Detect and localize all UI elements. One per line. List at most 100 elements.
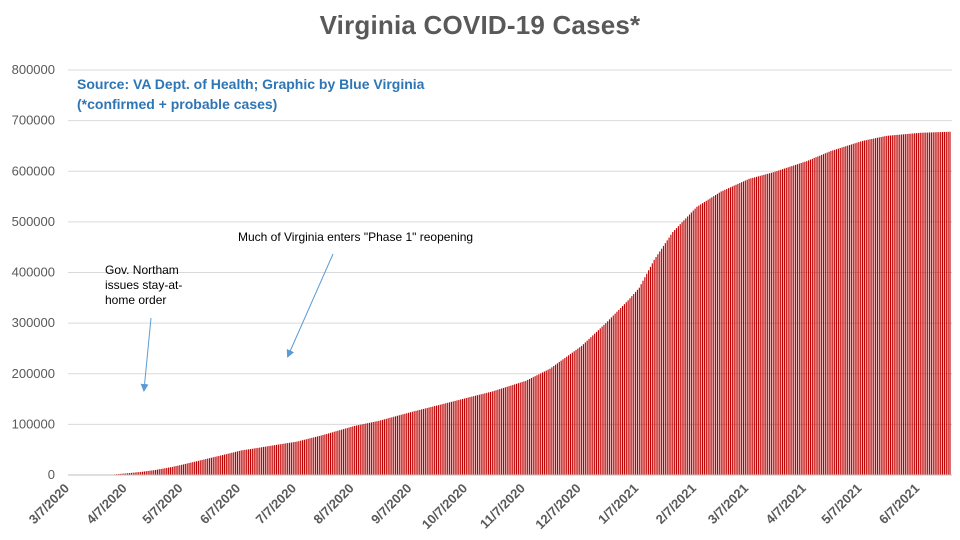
- bar: [352, 426, 354, 475]
- bar: [525, 380, 527, 475]
- bar: [415, 410, 417, 475]
- bar: [549, 368, 551, 475]
- bar: [287, 443, 289, 475]
- x-tick-label: 3/7/2020: [26, 481, 72, 527]
- bar: [612, 315, 614, 475]
- bar: [162, 468, 164, 475]
- bar: [815, 157, 817, 476]
- bar: [809, 159, 812, 475]
- bar: [813, 158, 815, 475]
- bar: [169, 467, 172, 475]
- bar: [261, 447, 263, 475]
- bar: [331, 432, 333, 475]
- bar: [677, 226, 679, 475]
- annotation-stay-at-home-arrow: [140, 317, 152, 392]
- bar: [884, 136, 886, 475]
- x-tick-label: 11/7/2020: [477, 481, 528, 532]
- bar: [149, 470, 151, 475]
- bar: [711, 197, 713, 475]
- source-note-line-2: (*confirmed + probable cases): [77, 96, 277, 112]
- bar: [748, 178, 750, 475]
- bar: [119, 473, 121, 475]
- bar: [402, 414, 404, 475]
- bar: [233, 452, 235, 475]
- bar: [735, 184, 737, 475]
- bar: [441, 404, 443, 475]
- bar: [776, 171, 778, 475]
- bar: [878, 137, 880, 475]
- bar: [642, 280, 644, 475]
- bar: [428, 407, 430, 475]
- bar: [848, 145, 851, 476]
- bar: [482, 393, 484, 475]
- bar: [709, 198, 711, 475]
- bar: [928, 132, 931, 475]
- y-tick-label: 600000: [12, 163, 55, 178]
- bar: [378, 420, 380, 475]
- bar: [480, 394, 482, 475]
- bar: [328, 433, 330, 476]
- bar: [445, 403, 447, 475]
- bar: [199, 460, 201, 475]
- bar: [504, 387, 506, 475]
- bar: [274, 445, 276, 475]
- bar: [521, 382, 523, 475]
- bar: [566, 356, 568, 475]
- bar: [508, 386, 510, 475]
- bar: [381, 419, 384, 475]
- bar: [437, 405, 439, 475]
- bar: [307, 438, 309, 475]
- bar: [897, 134, 899, 476]
- bar: [901, 134, 903, 475]
- bar: [581, 345, 583, 475]
- bar: [396, 415, 399, 475]
- bar: [424, 408, 426, 475]
- bar: [787, 167, 789, 475]
- bar: [354, 425, 356, 475]
- bar: [586, 340, 588, 475]
- bar: [514, 384, 516, 475]
- bar: [493, 390, 495, 475]
- bar: [463, 398, 465, 475]
- bar: [796, 164, 799, 475]
- bar: [406, 413, 408, 475]
- bar: [322, 434, 324, 475]
- bar: [499, 389, 501, 475]
- bar: [223, 454, 225, 475]
- bar: [662, 245, 665, 475]
- bar: [326, 433, 328, 475]
- bar: [385, 418, 387, 475]
- bar: [262, 446, 265, 475]
- bar: [560, 360, 562, 475]
- bar: [744, 180, 746, 475]
- bar: [294, 441, 296, 475]
- bar: [555, 364, 557, 475]
- bar: [272, 445, 274, 475]
- bar: [701, 203, 704, 475]
- bar: [627, 300, 629, 475]
- bar: [393, 416, 395, 475]
- bar: [160, 468, 162, 475]
- bar: [201, 459, 203, 475]
- bar: [830, 151, 832, 475]
- bar: [891, 135, 893, 475]
- bar: [290, 442, 292, 475]
- bar: [767, 173, 769, 475]
- bar: [869, 139, 871, 475]
- bar: [932, 132, 934, 475]
- bar: [841, 147, 843, 475]
- bar: [175, 466, 177, 475]
- y-tick-label: 0: [48, 467, 55, 482]
- bar: [610, 317, 612, 475]
- bar: [395, 416, 397, 475]
- bar: [737, 183, 739, 475]
- bar: [229, 453, 231, 475]
- bar: [208, 458, 211, 475]
- bar: [158, 469, 160, 475]
- bar: [800, 162, 802, 476]
- bar: [804, 161, 806, 476]
- bar: [244, 449, 246, 475]
- bar: [283, 443, 285, 475]
- bar: [808, 160, 810, 475]
- bar: [584, 342, 586, 475]
